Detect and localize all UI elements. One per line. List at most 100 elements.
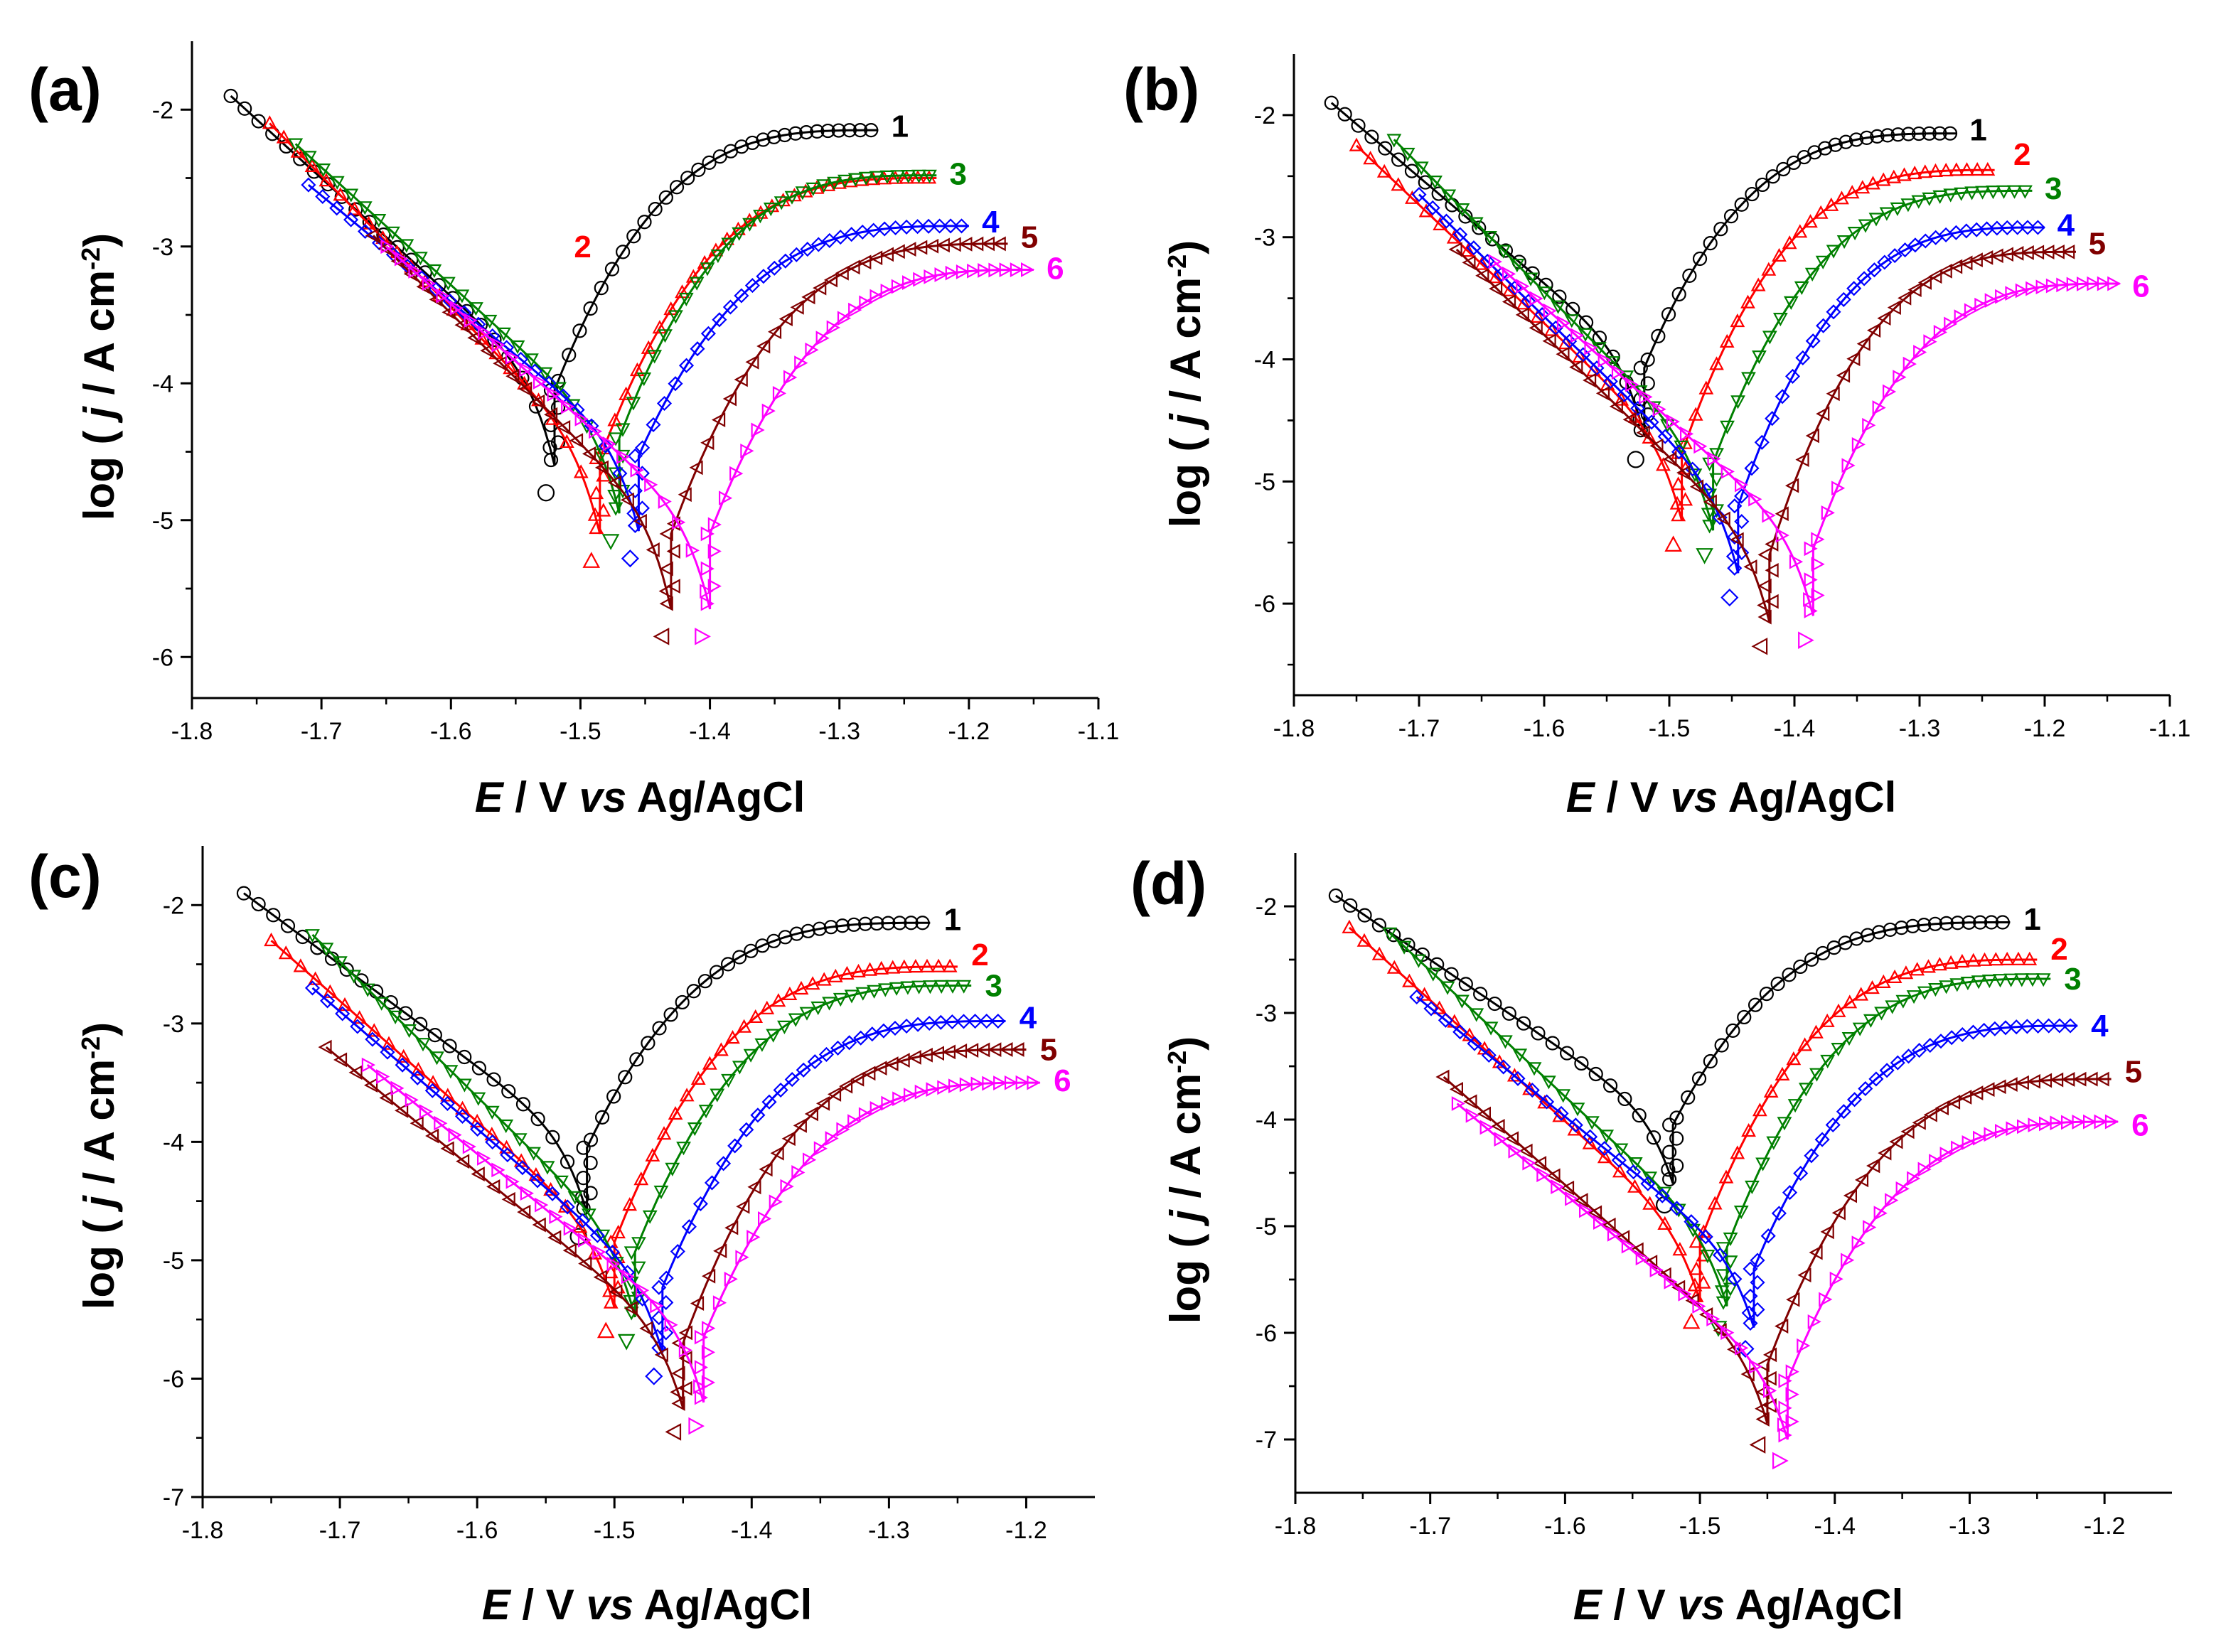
data-point — [1678, 435, 1693, 449]
data-point — [2066, 277, 2080, 292]
data-point — [700, 435, 715, 451]
data-point — [1797, 1338, 1811, 1353]
data-point — [1588, 1066, 1603, 1082]
data-point — [385, 226, 400, 240]
data-point — [633, 1171, 649, 1186]
data-point — [329, 200, 345, 216]
data-point — [1676, 465, 1691, 481]
data-point — [607, 489, 622, 504]
plot-area: -1.8 -1.7 -1.6 -1.5 -1.4 -1.3 -1.2 -1.1 -6 -5 -4 -3… — [1254, 54, 2190, 742]
data-point — [1551, 1179, 1565, 1194]
data-point — [784, 1072, 800, 1088]
data-point — [1351, 118, 1366, 133]
data-point — [1962, 1135, 1976, 1150]
data-point — [1671, 286, 1686, 302]
data-point — [698, 1105, 714, 1119]
y-tick-label: -4 — [1256, 1107, 1277, 1134]
data-point — [670, 1243, 685, 1260]
data-point — [873, 1061, 887, 1076]
data-point — [1632, 385, 1648, 399]
data-point — [1943, 955, 1959, 969]
data-point — [1868, 213, 1884, 227]
data-point — [1979, 250, 1993, 265]
data-point — [1681, 1090, 1696, 1105]
series-3: 3 — [1386, 134, 2062, 564]
data-point — [1748, 997, 1763, 1012]
data-point — [1984, 915, 1999, 930]
data-point — [1698, 380, 1714, 395]
data-point — [1777, 1117, 1792, 1131]
data-point — [1995, 289, 2009, 304]
data-point — [491, 337, 505, 353]
series-curve — [1330, 102, 1957, 436]
data-point — [622, 1197, 638, 1211]
y-tick-label: -4 — [152, 370, 173, 397]
data-point — [1556, 346, 1570, 362]
data-point — [1696, 1275, 1711, 1289]
data-point — [888, 220, 904, 236]
data-point — [678, 1343, 693, 1358]
data-point — [1570, 328, 1585, 343]
series-curve — [311, 933, 972, 1318]
data-point — [1785, 1414, 1799, 1430]
data-point — [1906, 990, 1922, 1004]
y-tick-label: -3 — [152, 234, 173, 261]
data-point — [1841, 458, 1856, 473]
data-point — [1846, 281, 1862, 296]
data-point — [1939, 1147, 1954, 1162]
data-point — [1973, 1130, 1987, 1146]
data-point — [799, 124, 814, 140]
data-point — [415, 1038, 431, 1052]
ecorr-point — [653, 628, 670, 645]
data-point — [1661, 307, 1676, 322]
data-point — [1626, 1164, 1642, 1180]
data-point — [1855, 1172, 1869, 1188]
data-point — [1939, 916, 1954, 930]
data-point — [869, 171, 884, 185]
data-point — [427, 1028, 442, 1043]
data-point — [1465, 1107, 1479, 1123]
data-point — [636, 372, 652, 387]
data-point — [1602, 1078, 1618, 1093]
data-point — [884, 1056, 899, 1071]
data-point — [747, 1179, 761, 1195]
data-point — [739, 1122, 754, 1137]
data-point — [1597, 1149, 1612, 1164]
data-point — [1763, 1383, 1777, 1398]
x-tick-label: -1.3 — [1899, 715, 1941, 742]
y-axis-title: log ( j / A cm-2) — [75, 1022, 123, 1309]
data-point — [1687, 1277, 1703, 1292]
data-point — [903, 1088, 918, 1103]
data-point — [1684, 1214, 1699, 1230]
data-point — [1599, 1130, 1615, 1144]
data-point — [1836, 291, 1851, 307]
data-point — [1887, 300, 1901, 316]
data-point — [899, 1018, 914, 1034]
data-point — [879, 170, 895, 184]
data-point — [505, 368, 520, 384]
data-point — [608, 502, 624, 516]
series-label: 2 — [574, 230, 591, 264]
data-point — [361, 1057, 376, 1073]
x-tick-label: -1.4 — [1774, 715, 1816, 742]
data-point — [1871, 925, 1887, 940]
data-point — [670, 1385, 684, 1400]
data-point — [1866, 262, 1882, 278]
data-point — [766, 260, 782, 276]
data-point — [712, 1295, 727, 1311]
data-point — [1907, 237, 1923, 253]
data-point — [648, 202, 663, 217]
data-point — [1981, 974, 1997, 989]
data-point — [945, 265, 959, 281]
data-point — [941, 1044, 956, 1060]
data-point — [484, 1127, 500, 1141]
data-point — [1977, 952, 1992, 966]
data-point — [596, 468, 611, 482]
data-point — [350, 1019, 365, 1034]
data-point — [455, 1100, 470, 1115]
data-point — [1656, 457, 1671, 471]
data-point — [1657, 1216, 1673, 1230]
data-point — [624, 1301, 638, 1316]
data-point — [1898, 965, 1914, 980]
data-point — [659, 596, 673, 611]
